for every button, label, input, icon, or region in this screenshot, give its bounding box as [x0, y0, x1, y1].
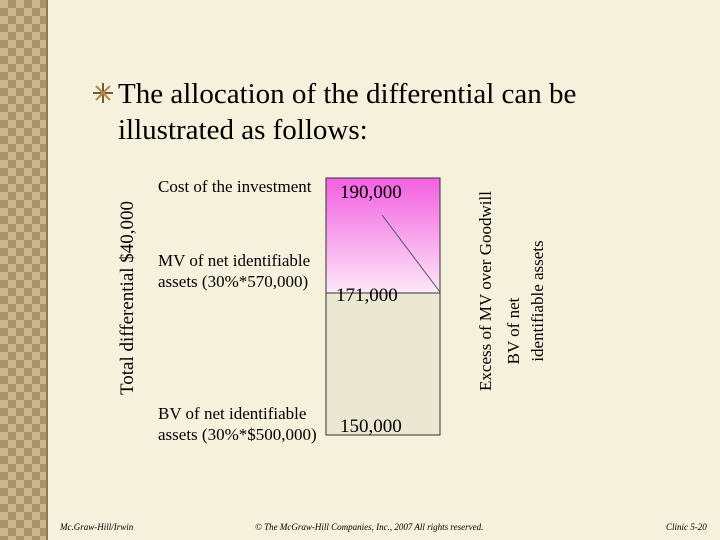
row-label: MV of net identifiable assets (30%*570,0… [158, 251, 311, 291]
footer-left: Mc.Graw-Hill/Irwin [60, 522, 134, 532]
title: The allocation of the differential can b… [118, 78, 577, 146]
bullet-icon [93, 83, 113, 103]
row-label: Cost of the investment [158, 177, 312, 196]
amount: 150,000 [340, 416, 402, 437]
footer-right: Clinic 5-20 [666, 522, 707, 532]
right-label: BV of net [504, 297, 523, 365]
amount: 190,000 [340, 182, 402, 203]
side-stripe [0, 0, 48, 540]
footer-center: © The McGraw-Hill Companies, Inc., 2007 … [255, 522, 484, 532]
row-label: BV of net identifiable assets (30%*$500,… [158, 404, 317, 444]
right-label: Excess of MV over Goodwill [476, 191, 495, 391]
left-label: Total differential $40,000 [117, 200, 138, 396]
right-label: identifiable assets [528, 240, 547, 362]
allocation-box [325, 177, 441, 436]
amount: 171,000 [336, 285, 398, 306]
